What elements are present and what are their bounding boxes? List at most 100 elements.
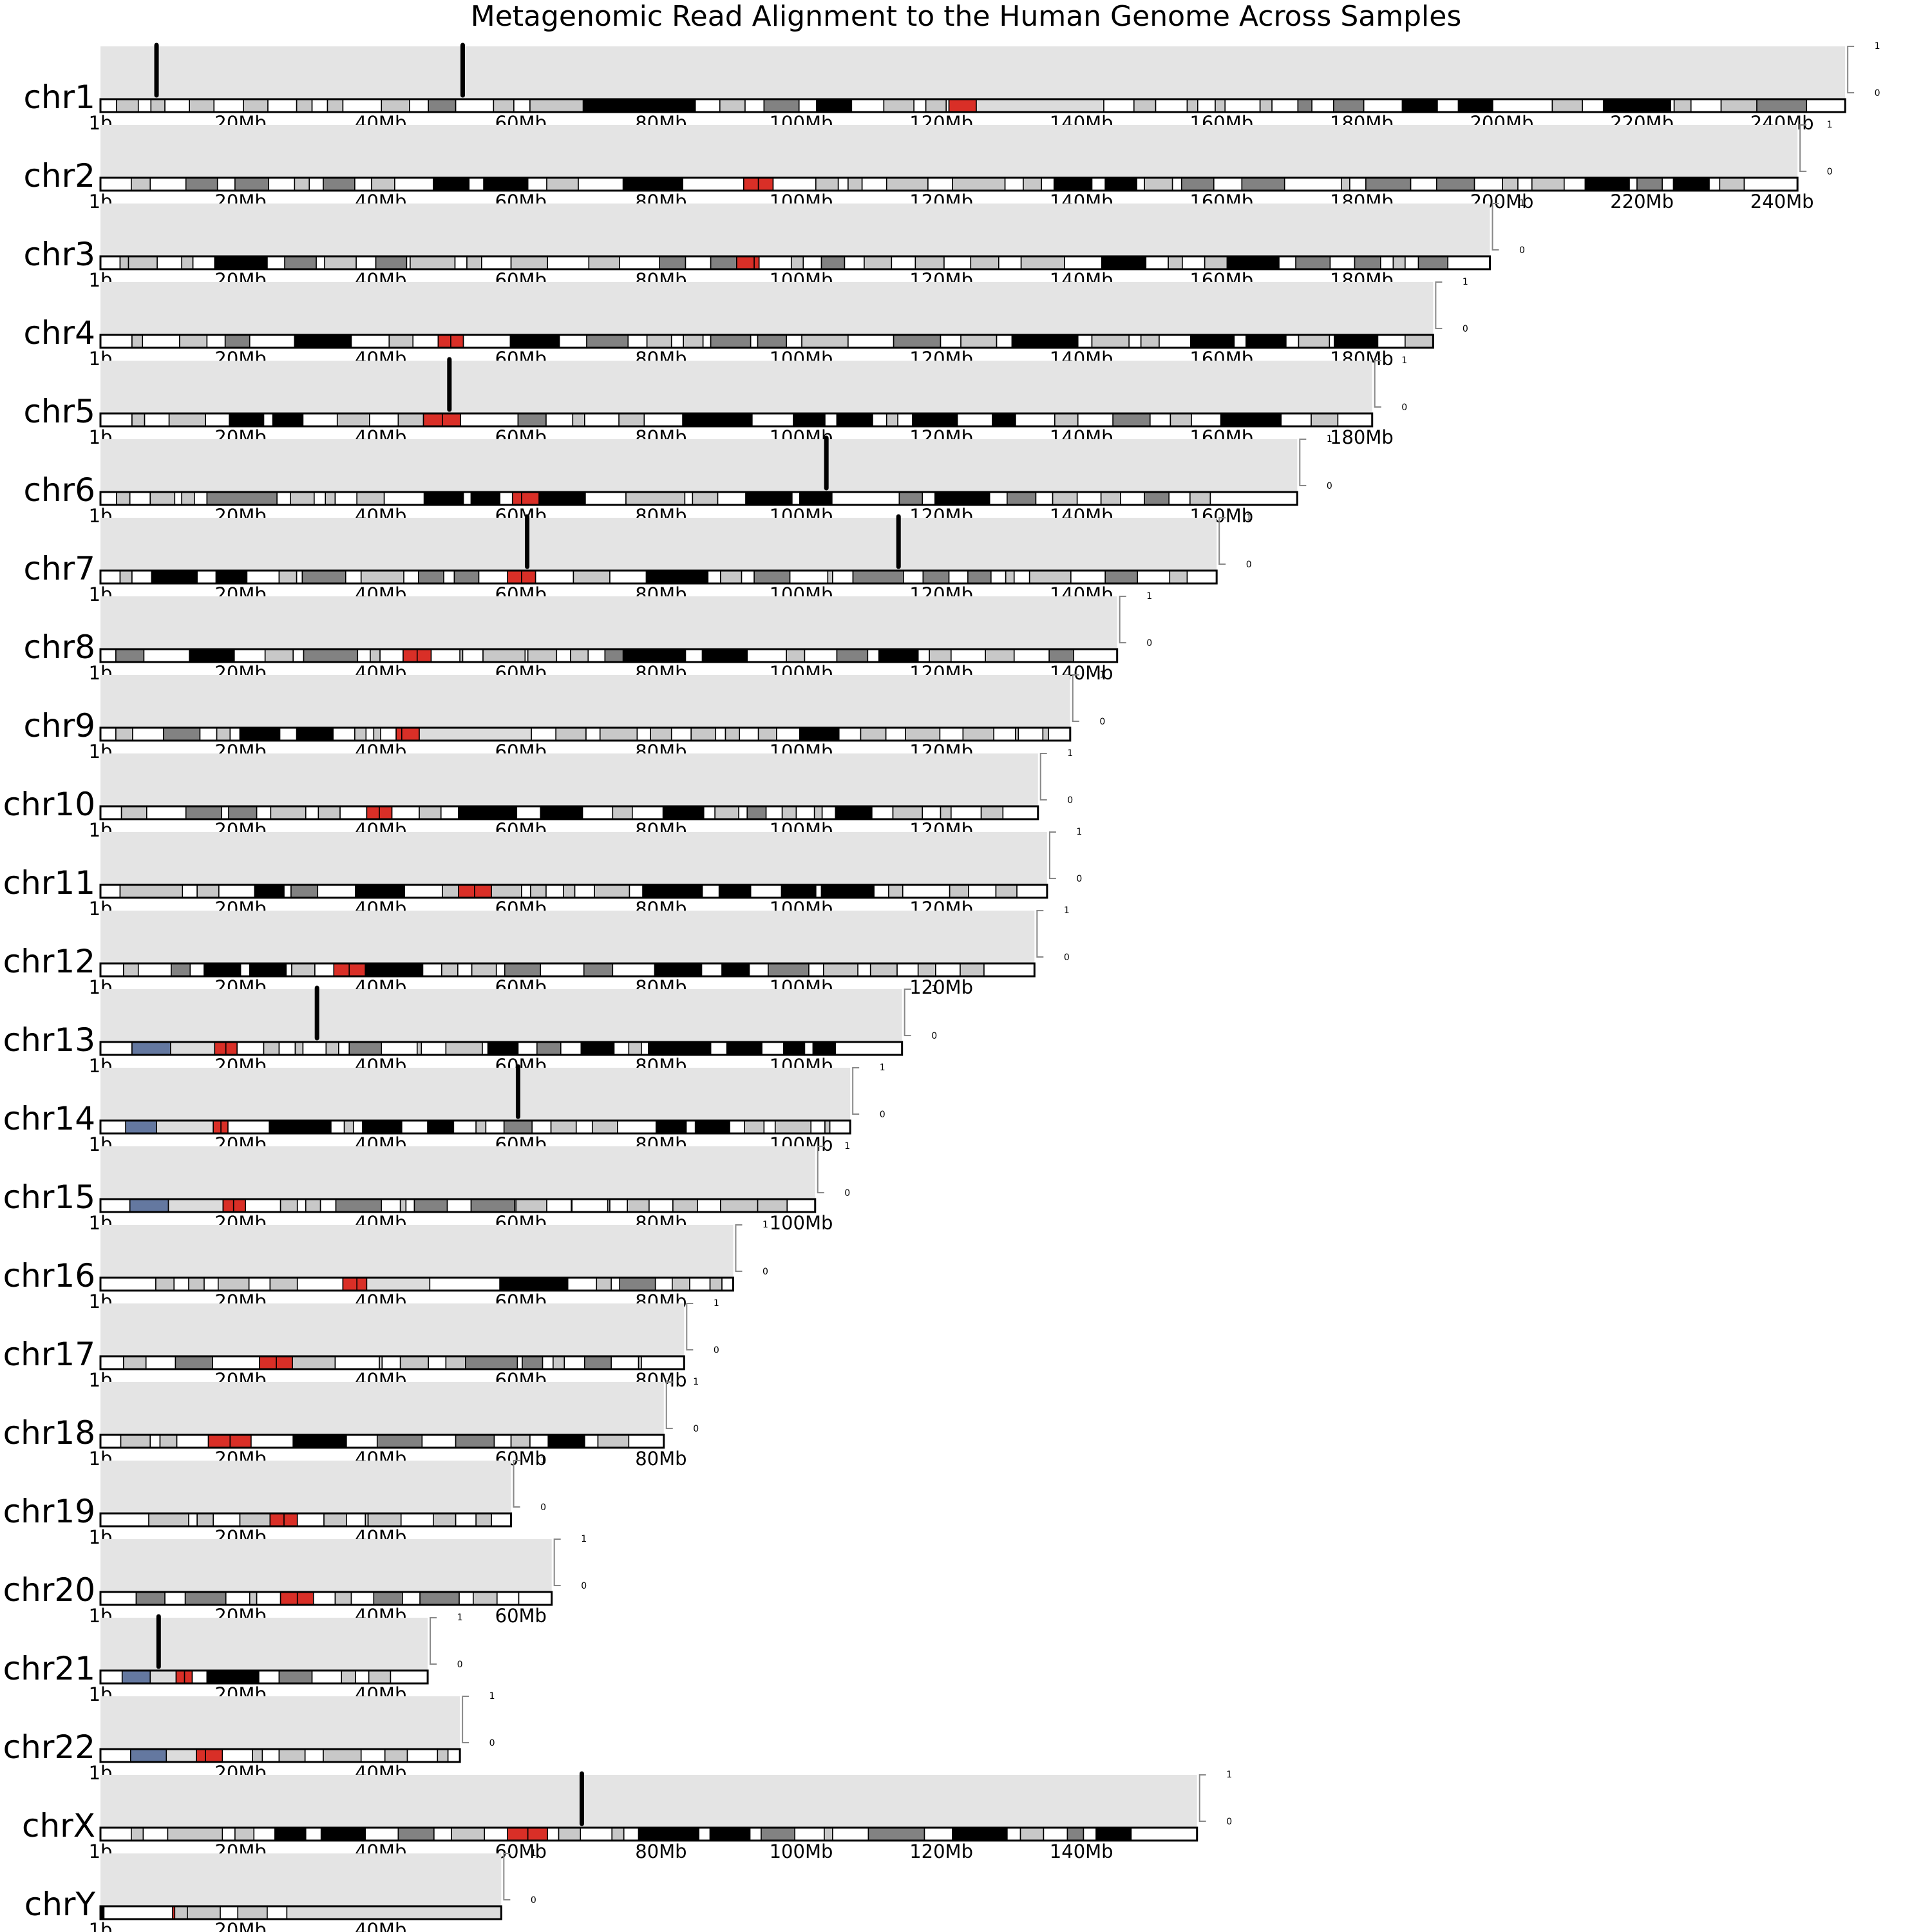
cytoband bbox=[103, 1906, 173, 1920]
signal-track bbox=[100, 125, 1798, 178]
cytoband bbox=[547, 1827, 560, 1841]
cytoband bbox=[1670, 99, 1675, 113]
cytoband bbox=[399, 1198, 407, 1213]
cytoband bbox=[455, 1513, 477, 1527]
cytoband bbox=[243, 99, 269, 113]
cytoband bbox=[757, 177, 774, 191]
track-ytick-label: 0 bbox=[457, 1660, 463, 1670]
cytoband bbox=[529, 99, 584, 113]
cytoband bbox=[821, 806, 837, 820]
cytoband bbox=[294, 334, 352, 348]
cytoband bbox=[252, 1748, 263, 1763]
cytoband bbox=[867, 649, 880, 663]
cytoband bbox=[585, 727, 601, 741]
cytoband bbox=[757, 334, 787, 348]
cytoband bbox=[1551, 99, 1583, 113]
chromosome-label: chrY bbox=[24, 1886, 96, 1923]
cytoband bbox=[929, 649, 952, 663]
track-ytick-label: 1 bbox=[531, 1848, 536, 1859]
cytoband bbox=[212, 1356, 260, 1370]
cytoband bbox=[188, 1513, 198, 1527]
xtick-label: 80Mb bbox=[635, 1841, 687, 1862]
cytoband bbox=[1041, 177, 1055, 191]
cytoband bbox=[685, 1120, 696, 1134]
cytoband bbox=[471, 963, 497, 977]
cytoband bbox=[450, 334, 464, 348]
cytoband bbox=[135, 1591, 166, 1605]
cytoband bbox=[390, 1670, 428, 1684]
track-y-axis bbox=[686, 1303, 694, 1350]
ideogram-outline bbox=[99, 648, 1119, 663]
cytoband bbox=[992, 413, 1016, 427]
cytoband bbox=[314, 491, 327, 506]
cytoband bbox=[164, 1591, 186, 1605]
cytoband bbox=[334, 491, 358, 506]
xtick-label: 120Mb bbox=[909, 1841, 973, 1862]
cytoband bbox=[296, 99, 313, 113]
signal-track bbox=[100, 1146, 815, 1199]
cytoband bbox=[527, 649, 558, 663]
cytoband bbox=[521, 570, 536, 584]
cytoband bbox=[1186, 99, 1198, 113]
cytoband bbox=[149, 1434, 161, 1448]
cytoband bbox=[348, 1041, 383, 1056]
cytoband bbox=[100, 884, 121, 898]
cytoband bbox=[575, 1120, 593, 1134]
cytoband bbox=[799, 491, 833, 506]
signal-track bbox=[100, 1461, 511, 1513]
cytoband bbox=[171, 963, 191, 977]
cytoband bbox=[540, 963, 585, 977]
cytoband bbox=[1259, 99, 1273, 113]
cytoband bbox=[278, 1748, 306, 1763]
cytoband bbox=[1005, 570, 1015, 584]
cytoband bbox=[703, 806, 715, 820]
cytoband bbox=[258, 1670, 280, 1684]
cytoband bbox=[121, 1670, 151, 1684]
cytoband bbox=[507, 1827, 529, 1841]
cytoband bbox=[406, 256, 411, 270]
ideogram-outline bbox=[99, 1826, 1198, 1842]
cytoband bbox=[291, 963, 316, 977]
cytoband bbox=[499, 1277, 569, 1291]
cytoband bbox=[254, 884, 285, 898]
cytoband bbox=[886, 413, 898, 427]
cytoband bbox=[781, 884, 817, 898]
cytoband bbox=[379, 806, 393, 820]
ideogram-outline bbox=[99, 1198, 817, 1213]
cytoband bbox=[648, 1041, 712, 1056]
track-y-axis bbox=[430, 1617, 437, 1665]
cytoband bbox=[513, 99, 531, 113]
chromosome-label: chr19 bbox=[3, 1493, 95, 1530]
cytoband bbox=[191, 1670, 208, 1684]
cytoband bbox=[670, 334, 685, 348]
cytoband bbox=[1180, 177, 1215, 191]
cytoband bbox=[205, 413, 230, 427]
cytoband bbox=[710, 1041, 728, 1056]
cytoband bbox=[215, 570, 248, 584]
cytoband bbox=[761, 1827, 796, 1841]
cytoband bbox=[857, 963, 871, 977]
cytoband bbox=[611, 1277, 621, 1291]
cytoband bbox=[422, 413, 443, 427]
cytoband bbox=[522, 1356, 544, 1370]
cytoband bbox=[1103, 99, 1135, 113]
cytoband bbox=[468, 177, 484, 191]
cytoband bbox=[481, 256, 512, 270]
cytoband bbox=[892, 806, 923, 820]
cytoband bbox=[749, 1827, 762, 1841]
cytoband bbox=[1354, 256, 1381, 270]
track-ytick-label: 1 bbox=[1401, 355, 1407, 366]
ideogram-outline bbox=[99, 334, 1434, 349]
signal-track bbox=[100, 1382, 664, 1435]
cytoband bbox=[290, 884, 319, 898]
chromosome-label: chr14 bbox=[3, 1100, 95, 1137]
cytoband bbox=[196, 1748, 206, 1763]
cytoband bbox=[283, 1513, 298, 1527]
ideogram-outline bbox=[99, 884, 1048, 899]
cytoband bbox=[510, 1434, 531, 1448]
cytoband bbox=[1073, 649, 1118, 663]
cytoband bbox=[365, 727, 375, 741]
